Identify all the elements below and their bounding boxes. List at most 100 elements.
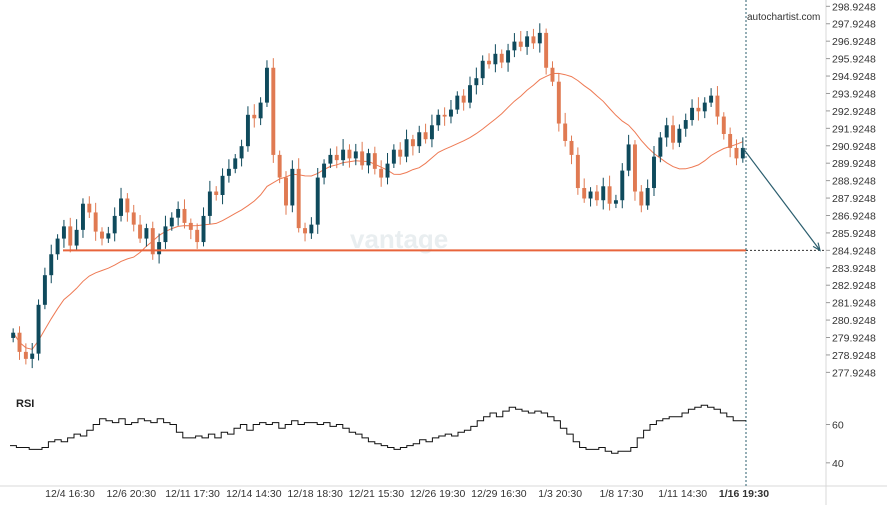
candle-body: [626, 144, 631, 171]
candle-body: [506, 50, 511, 63]
price-tick-label: 295.9248: [832, 54, 876, 66]
candle-body: [410, 139, 415, 147]
candle-body: [677, 128, 682, 143]
candle-body: [112, 215, 117, 234]
candle-body: [569, 140, 574, 155]
candle-body: [239, 146, 244, 159]
candle-body: [690, 107, 695, 121]
moving-average-line: [12, 72, 743, 350]
candle-body: [398, 149, 403, 157]
price-tick-label: 280.9248: [832, 315, 876, 327]
candle-body: [474, 78, 479, 86]
price-tick-label: 296.9248: [832, 36, 876, 48]
candle-body: [290, 168, 295, 206]
candle-body: [334, 154, 339, 161]
rsi-tick-label: 60: [832, 420, 844, 432]
candle-body: [42, 275, 47, 305]
price-tick-label: 286.9248: [832, 210, 876, 222]
candle-body: [734, 147, 739, 159]
candle-body: [645, 188, 650, 206]
candle-body: [61, 226, 66, 239]
candle-body: [271, 67, 276, 155]
candle-body: [163, 226, 168, 243]
price-tick-label: 285.9248: [832, 228, 876, 240]
candle-body: [182, 208, 187, 223]
candle-body: [531, 36, 536, 44]
candle-body: [157, 242, 162, 255]
candle-body: [169, 217, 174, 227]
candle-body: [715, 95, 720, 117]
time-tick-label: 12/18 18:30: [287, 488, 343, 500]
candle-body: [226, 168, 231, 176]
moving-average-layer: [12, 72, 743, 350]
candle-body: [417, 132, 422, 147]
time-tick-label: 1/8 17:30: [600, 488, 644, 500]
candle-body: [709, 95, 714, 103]
candle-body: [537, 32, 542, 44]
candle-body: [360, 151, 365, 166]
forecast-arrow-line: [742, 147, 821, 251]
forecast-arrow-head: [812, 242, 821, 252]
candle-body: [563, 123, 568, 141]
time-tick-label-current: 1/16 19:30: [719, 488, 769, 500]
candle-body: [252, 114, 257, 119]
candle-body: [245, 114, 250, 147]
candle-body: [119, 198, 124, 216]
price-tick-label: 292.9248: [832, 106, 876, 118]
candle-body: [607, 186, 612, 204]
time-tick-label: 12/14 14:30: [226, 488, 282, 500]
time-axis: 12/4 16:30 12/6 20:30 12/11 17:30 12/14 14:…: [45, 488, 769, 500]
candle-body: [303, 228, 308, 234]
candle-body: [594, 191, 599, 201]
candle-body: [493, 53, 498, 65]
candle-body: [106, 233, 111, 239]
candle-body: [68, 226, 73, 246]
candle-body: [258, 102, 263, 119]
candle-body: [100, 231, 104, 239]
candle-body: [518, 41, 523, 47]
candle-body: [429, 125, 434, 140]
candle-body: [582, 188, 587, 199]
candle-body: [366, 153, 371, 166]
price-tick-label: 287.9248: [832, 193, 876, 205]
candle-body: [436, 114, 441, 126]
candle-body: [544, 32, 549, 68]
candle-body: [632, 144, 637, 192]
candle-body: [372, 153, 377, 169]
candle-body: [328, 154, 333, 164]
candle-body: [575, 154, 580, 189]
price-tick-label: 282.9248: [832, 280, 876, 292]
candle-body: [404, 139, 409, 157]
price-tick-label: 298.9248: [832, 1, 876, 13]
candle-body: [721, 116, 726, 134]
candle-body: [144, 228, 149, 239]
candle-body: [309, 224, 314, 234]
candle-body: [188, 222, 193, 230]
candle-body: [17, 332, 22, 352]
candle-body: [391, 149, 396, 164]
price-tick-label: 291.9248: [832, 123, 876, 135]
candle-body: [468, 85, 472, 103]
candle-body: [448, 109, 453, 117]
price-tick-label: 277.9248: [832, 367, 876, 379]
source-watermark: autochartist.com: [747, 12, 820, 23]
candle-body: [201, 215, 206, 243]
vantage-watermark: vantage: [350, 224, 448, 254]
candle-body: [150, 228, 155, 255]
price-tick-label: 294.9248: [832, 71, 876, 83]
candle-body: [207, 191, 212, 216]
price-axis: 298.9248 297.9248 296.9248 295.9248 294.9248…: [826, 1, 876, 379]
candle-body: [233, 158, 238, 169]
candle-body: [480, 60, 485, 79]
candle-body: [125, 198, 130, 213]
candle-body: [487, 60, 492, 65]
candle-body: [176, 208, 181, 218]
candle-body: [658, 137, 663, 157]
time-tick-label: 12/29 16:30: [471, 488, 527, 500]
candle-body: [341, 149, 346, 161]
candle-body: [277, 154, 282, 178]
candle-body: [550, 67, 555, 82]
price-tick-label: 297.9248: [832, 19, 876, 31]
candle-body: [220, 175, 225, 195]
